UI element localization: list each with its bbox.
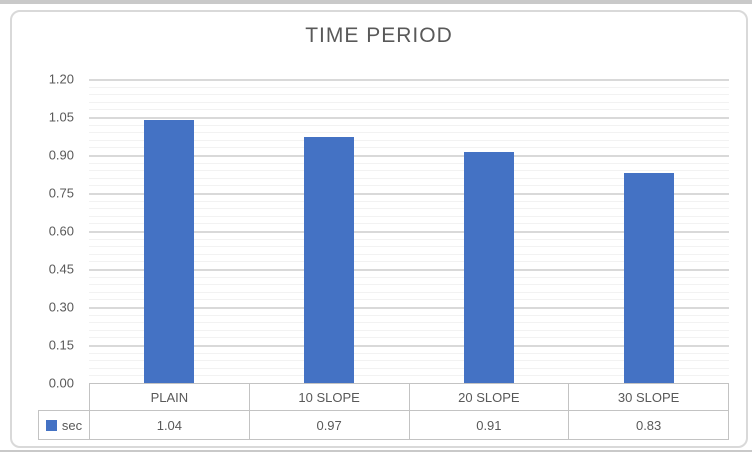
minor-gridline	[89, 139, 729, 141]
bar-plain[interactable]	[144, 119, 194, 383]
y-tick-label: 0.15	[48, 337, 74, 353]
minor-gridline	[89, 360, 729, 362]
data-table-value-row: 1.04 0.97 0.91 0.83	[89, 410, 729, 440]
minor-gridline	[89, 200, 729, 202]
minor-gridline	[89, 367, 729, 369]
minor-gridline	[89, 253, 729, 255]
minor-gridline	[89, 86, 729, 88]
minor-gridline	[89, 261, 729, 263]
minor-gridline	[89, 124, 729, 126]
legend-series-label: sec	[61, 417, 83, 433]
y-tick-label: 1.20	[48, 71, 74, 87]
bar-20-slope[interactable]	[464, 152, 514, 383]
major-gridline	[89, 307, 729, 309]
value-cell: 1.04	[89, 410, 249, 440]
major-gridline	[89, 269, 729, 271]
series-color-swatch-icon	[45, 419, 57, 431]
minor-gridline	[89, 223, 729, 225]
minor-gridline	[89, 101, 729, 103]
chart-area[interactable]: TIME PERIOD 1.20 1.05 0.90 0.75 0.60 0.45 0.30…	[10, 10, 748, 448]
category-cell: PLAIN	[89, 383, 249, 411]
minor-gridline	[89, 208, 729, 210]
chart-title[interactable]: TIME PERIOD	[305, 24, 453, 47]
minor-gridline	[89, 284, 729, 286]
plot-area	[89, 79, 729, 383]
major-gridline	[89, 117, 729, 119]
major-gridline	[89, 193, 729, 195]
minor-gridline	[89, 215, 729, 217]
minor-gridline	[89, 162, 729, 164]
y-tick-label: 0.30	[48, 299, 74, 315]
bar-10-slope[interactable]	[304, 137, 354, 383]
minor-gridline	[89, 132, 729, 134]
bar-30-slope[interactable]	[624, 172, 674, 383]
data-table-category-row: PLAIN 10 SLOPE 20 SLOPE 30 SLOPE	[89, 383, 729, 411]
category-cell: 20 SLOPE	[408, 383, 569, 411]
minor-gridline	[89, 147, 729, 149]
major-gridline	[89, 155, 729, 157]
category-cell: 30 SLOPE	[568, 383, 729, 411]
value-cell: 0.83	[568, 410, 729, 440]
value-cell: 0.91	[408, 410, 569, 440]
minor-gridline	[89, 246, 729, 248]
minor-gridline	[89, 322, 729, 324]
major-gridline	[89, 231, 729, 233]
screenshot-edge-bottom	[0, 450, 752, 452]
minor-gridline	[89, 177, 729, 179]
y-tick-label: 0.90	[48, 147, 74, 163]
minor-gridline	[89, 238, 729, 240]
minor-gridline	[89, 314, 729, 316]
minor-gridline	[89, 185, 729, 187]
minor-gridline	[89, 375, 729, 377]
minor-gridline	[89, 291, 729, 293]
y-tick-label: 0.45	[48, 261, 74, 277]
major-gridline	[89, 79, 729, 81]
major-gridline	[89, 345, 729, 347]
y-tick-label: 0.75	[48, 185, 74, 201]
value-cell: 0.97	[248, 410, 409, 440]
legend-key: sec	[38, 410, 89, 440]
minor-gridline	[89, 170, 729, 172]
y-tick-label: 0.60	[48, 223, 74, 239]
screenshot-edge-top	[0, 0, 752, 4]
category-cell: 10 SLOPE	[248, 383, 409, 411]
minor-gridline	[89, 94, 729, 96]
minor-gridline	[89, 299, 729, 301]
y-tick-label: 1.05	[48, 109, 74, 125]
minor-gridline	[89, 329, 729, 331]
minor-gridline	[89, 352, 729, 354]
minor-gridline	[89, 337, 729, 339]
y-tick-label: 0.00	[48, 375, 74, 391]
minor-gridline	[89, 109, 729, 111]
minor-gridline	[89, 276, 729, 278]
